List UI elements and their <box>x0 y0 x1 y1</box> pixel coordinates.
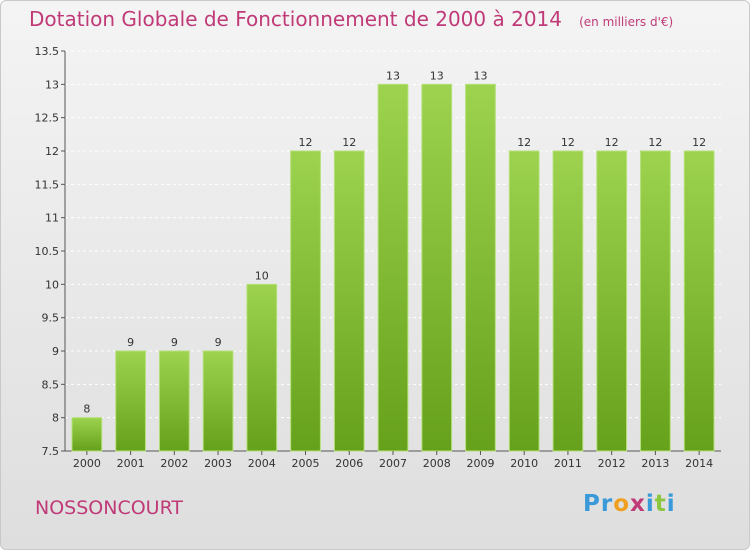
x-tick-label: 2010 <box>510 457 538 470</box>
y-tick-label: 9 <box>52 345 59 358</box>
brand-letter: i <box>645 491 655 517</box>
bar-2000 <box>71 417 103 452</box>
bar-2012 <box>596 150 628 452</box>
bar-2005 <box>290 150 321 452</box>
data-label: 8 <box>83 403 90 416</box>
chart-title: Dotation Globale de Fonctionnement de 20… <box>29 7 562 31</box>
bar-2003 <box>202 350 234 452</box>
brand-letter: o <box>613 491 631 517</box>
brand-letter: i <box>666 491 676 517</box>
data-label: 12 <box>692 136 706 149</box>
data-label: 12 <box>605 136 619 149</box>
x-tick-label: 2005 <box>292 457 320 470</box>
data-label: 12 <box>299 136 313 149</box>
x-tick-label: 2003 <box>204 457 232 470</box>
x-tick-label: 2011 <box>554 457 582 470</box>
bar-2010 <box>508 150 540 452</box>
x-tick-label: 2002 <box>160 457 188 470</box>
x-tick-label: 2014 <box>685 457 713 470</box>
data-label: 12 <box>342 136 356 149</box>
x-tick-label: 2008 <box>423 457 451 470</box>
bar-2013 <box>640 150 671 452</box>
y-tick-label: 8 <box>52 412 59 425</box>
y-tick-label: 11 <box>45 212 59 225</box>
y-tick-label: 12.5 <box>35 112 60 125</box>
x-tick-label: 2012 <box>598 457 626 470</box>
y-tick-label: 8.5 <box>42 378 60 391</box>
brand-letter: x <box>630 491 646 517</box>
x-tick-label: 2013 <box>641 457 669 470</box>
bar-2001 <box>115 350 146 452</box>
title-row: Dotation Globale de Fonctionnement de 20… <box>29 7 673 31</box>
data-label: 12 <box>648 136 662 149</box>
brand-letter: P <box>583 491 601 517</box>
bar-2011 <box>552 150 584 452</box>
chart-subtitle: (en milliers d'€) <box>579 15 674 29</box>
data-label: 9 <box>127 336 134 349</box>
x-tick-label: 2009 <box>466 457 494 470</box>
y-tick-label: 12 <box>45 145 59 158</box>
data-label: 12 <box>517 136 531 149</box>
y-tick-label: 13.5 <box>35 45 60 58</box>
data-label: 9 <box>171 336 178 349</box>
y-tick-label: 10.5 <box>35 245 60 258</box>
y-tick-label: 13 <box>45 78 59 91</box>
data-label: 13 <box>473 69 487 82</box>
y-tick-label: 9.5 <box>42 312 60 325</box>
bar-2007 <box>377 83 409 452</box>
data-label: 9 <box>215 336 222 349</box>
x-tick-label: 2007 <box>379 457 407 470</box>
x-tick-label: 2001 <box>117 457 145 470</box>
brand-logo: Proxiti <box>583 491 676 517</box>
brand-letter: r <box>600 491 614 517</box>
bar-2008 <box>421 83 453 452</box>
bar-2006 <box>333 150 365 452</box>
data-label: 12 <box>561 136 575 149</box>
data-label: 13 <box>430 69 444 82</box>
x-tick-label: 2000 <box>73 457 101 470</box>
bar-2009 <box>465 83 496 452</box>
bar-2014 <box>683 150 715 452</box>
y-tick-label: 10 <box>45 278 59 291</box>
bar-2002 <box>158 350 190 452</box>
x-tick-label: 2006 <box>335 457 363 470</box>
commune-name: NOSSONCOURT <box>35 497 184 519</box>
data-label: 10 <box>255 269 269 282</box>
y-tick-label: 11.5 <box>35 178 60 191</box>
data-label: 13 <box>386 69 400 82</box>
bar-2004 <box>246 283 278 452</box>
x-tick-label: 2004 <box>248 457 276 470</box>
y-tick-label: 7.5 <box>42 445 60 458</box>
brand-letter: t <box>654 491 667 517</box>
